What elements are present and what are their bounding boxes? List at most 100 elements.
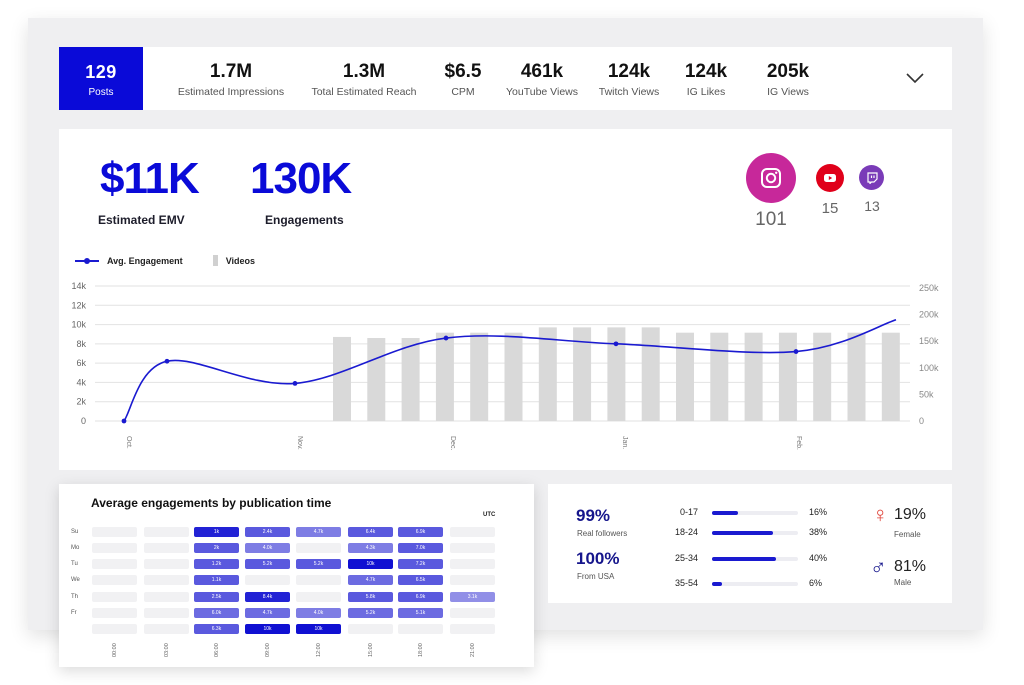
- heatmap-cell[interactable]: [92, 608, 137, 618]
- heatmap-cell[interactable]: [144, 559, 189, 569]
- usa-value: 100%: [576, 549, 620, 568]
- heatmap-cell[interactable]: [450, 575, 495, 585]
- legend-bar-label: Videos: [225, 255, 256, 266]
- heatmap-cell[interactable]: 6.5k: [398, 575, 443, 585]
- platform-twitch[interactable]: 13: [859, 165, 885, 214]
- heatmap-cell[interactable]: 10k: [245, 624, 290, 634]
- engagements-label: Engagements: [265, 213, 344, 227]
- kpi-label: CPM: [451, 86, 475, 98]
- age-range-label: 35-54: [674, 578, 698, 588]
- heatmap-cell[interactable]: [92, 624, 137, 634]
- heatmap-cell[interactable]: [348, 624, 393, 634]
- heatmap-cell[interactable]: 5.2k: [296, 559, 341, 569]
- heatmap-row-label: Su: [71, 529, 79, 535]
- female-pct: 19%: [894, 506, 927, 523]
- heatmap-cell[interactable]: [398, 624, 443, 634]
- heatmap-cell[interactable]: [144, 527, 189, 537]
- legend-bar-swatch: [212, 255, 218, 266]
- real-followers-value: 99%: [576, 506, 611, 525]
- heatmap-cell[interactable]: [245, 575, 290, 585]
- heatmap-cell[interactable]: 8.4k: [245, 592, 290, 602]
- heatmap-cell[interactable]: 2k: [194, 543, 239, 553]
- age-bar-track: [712, 582, 798, 586]
- kpi-value: 461k: [520, 61, 564, 82]
- heatmap-cell[interactable]: 4.0k: [245, 543, 290, 553]
- heatmap-cell[interactable]: [450, 624, 495, 634]
- heatmap-cell[interactable]: 6.4k: [348, 527, 393, 537]
- kpi-value: 124k: [684, 61, 728, 82]
- twitch-count: 13: [864, 198, 880, 214]
- emv-value: $11K: [100, 154, 200, 203]
- age-bar-fill: [712, 582, 722, 586]
- heatmap-cell[interactable]: [450, 559, 495, 569]
- female-label: Female: [894, 530, 921, 539]
- youtube-icon: [816, 164, 844, 192]
- heatmap-col-label: 09:00: [265, 643, 271, 657]
- heatmap-cell[interactable]: 6.3k: [194, 624, 239, 634]
- heatmap-cell[interactable]: [92, 592, 137, 602]
- kpi-value: $6.5: [444, 61, 482, 82]
- age-bar-fill: [712, 557, 776, 561]
- heatmap-title: Average engagements by publication time: [91, 496, 332, 510]
- heatmap-cell[interactable]: [450, 608, 495, 618]
- engagements-value: 130K: [250, 154, 352, 203]
- heatmap-cell[interactable]: 5.8k: [348, 592, 393, 602]
- heatmap-cell[interactable]: [144, 592, 189, 602]
- heatmap-cell[interactable]: [92, 575, 137, 585]
- heatmap-row-label: Th: [71, 594, 79, 600]
- heatmap-cell[interactable]: 5.1k: [398, 608, 443, 618]
- heatmap-cell[interactable]: 10k: [296, 624, 341, 634]
- heatmap-cell[interactable]: [144, 575, 189, 585]
- heatmap-cell[interactable]: 7.2k: [398, 559, 443, 569]
- age-bar-track: [712, 511, 798, 515]
- heatmap-cell[interactable]: [296, 575, 341, 585]
- heatmap-cell[interactable]: 6.9k: [398, 527, 443, 537]
- heatmap-cell[interactable]: [296, 592, 341, 602]
- kpi-posts-tile[interactable]: 129 Posts: [59, 47, 143, 110]
- heatmap-cell[interactable]: 5.2k: [348, 608, 393, 618]
- heatmap-cell[interactable]: [144, 608, 189, 618]
- heatmap-cell[interactable]: [92, 543, 137, 553]
- heatmap-cell[interactable]: 4.7k: [296, 527, 341, 537]
- heatmap-cell[interactable]: 4.0k: [296, 608, 341, 618]
- heatmap-cell[interactable]: 7.0k: [398, 543, 443, 553]
- heatmap-cell[interactable]: 4.7k: [348, 575, 393, 585]
- heatmap-cell[interactable]: 1.1k: [194, 575, 239, 585]
- kpi-label: Estimated Impressions: [177, 86, 285, 98]
- heatmap-cell[interactable]: [92, 527, 137, 537]
- heatmap-cell[interactable]: 6.0k: [194, 608, 239, 618]
- heatmap-col-label: 00:00: [112, 643, 118, 657]
- platform-instagram[interactable]: 101: [746, 153, 796, 231]
- kpi-value: 1.3M: [342, 61, 386, 82]
- chevron-down-icon[interactable]: [904, 67, 926, 89]
- heatmap-cell[interactable]: 4.7k: [245, 608, 290, 618]
- kpi-reach: 1.3M Total Estimated Reach: [305, 47, 423, 110]
- kpi-twitch-views: 124k Twitch Views: [593, 47, 665, 110]
- platform-youtube[interactable]: 15: [816, 164, 844, 217]
- heatmap-cell[interactable]: 4.3k: [348, 543, 393, 553]
- male-pct: 81%: [894, 558, 927, 575]
- heatmap-cell[interactable]: [450, 527, 495, 537]
- heatmap-cell[interactable]: [144, 543, 189, 553]
- heatmap-cell[interactable]: [92, 559, 137, 569]
- legend-line-label: Avg. Engagement: [107, 255, 183, 266]
- kpi-youtube-views: 461k YouTube Views: [503, 47, 581, 110]
- kpi-label: YouTube Views: [506, 86, 578, 98]
- heatmap-col-label: 15:00: [368, 643, 374, 657]
- heatmap-cell[interactable]: 2.4k: [245, 527, 290, 537]
- legend-line-swatch: [75, 257, 99, 264]
- heatmap-cell[interactable]: 5.2k: [245, 559, 290, 569]
- heatmap-cell[interactable]: [296, 543, 341, 553]
- kpi-ig-likes: 124k IG Likes: [673, 47, 739, 110]
- heatmap-cell[interactable]: 10k: [348, 559, 393, 569]
- heatmap-cell[interactable]: [450, 543, 495, 553]
- heatmap-cell[interactable]: 1k: [194, 527, 239, 537]
- heatmap-timezone: UTC: [483, 512, 496, 518]
- heatmap-cell[interactable]: [144, 624, 189, 634]
- male-label: Male: [894, 578, 912, 587]
- heatmap-cell[interactable]: 3.1k: [450, 592, 495, 602]
- heatmap-cell[interactable]: 1.2k: [194, 559, 239, 569]
- age-bar-fill: [712, 531, 773, 535]
- heatmap-cell[interactable]: 2.5k: [194, 592, 239, 602]
- heatmap-cell[interactable]: 6.9k: [398, 592, 443, 602]
